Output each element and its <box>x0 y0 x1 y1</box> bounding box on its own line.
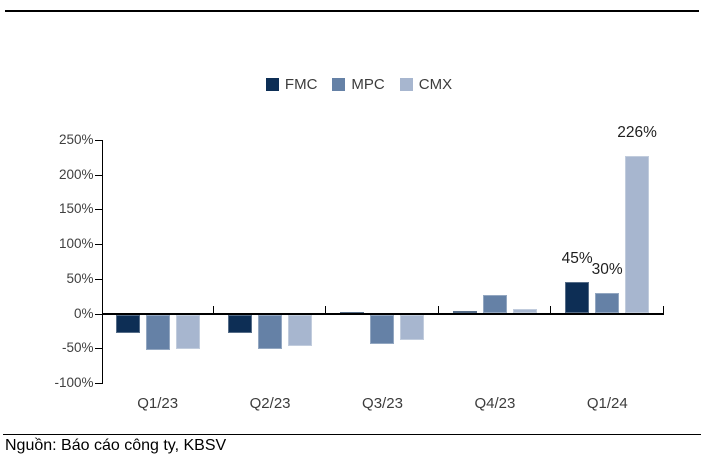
legend-swatch-icon <box>332 78 346 91</box>
x-tick-label: Q2/23 <box>249 395 291 412</box>
y-tick-label: 150% <box>58 201 94 217</box>
bar <box>145 314 170 350</box>
y-axis-tick <box>94 383 102 384</box>
legend-label: FMC <box>284 76 318 93</box>
legend-item-fmc: FMC <box>265 76 318 93</box>
bar <box>595 292 620 314</box>
x-tick-label: Q1/23 <box>137 395 179 412</box>
legend-label: MPC <box>351 76 385 93</box>
legend-item-cmx: CMX <box>399 76 453 93</box>
bar <box>175 314 200 349</box>
y-tick-label: 250% <box>58 131 94 147</box>
bar <box>287 314 312 347</box>
bar <box>452 311 477 314</box>
x-axis-tick <box>662 305 664 314</box>
y-axis-tick <box>94 209 102 211</box>
y-axis-tick <box>94 174 102 176</box>
y-axis-tick <box>94 244 102 245</box>
y-axis-line <box>101 139 103 384</box>
x-axis-line <box>101 312 664 315</box>
y-axis-tick <box>94 313 102 315</box>
x-tick-label: Q1/24 <box>586 395 628 412</box>
bar <box>625 156 650 314</box>
top-rule <box>5 10 699 12</box>
y-axis-tick <box>94 139 102 141</box>
legend-swatch-icon <box>399 78 413 91</box>
y-tick-label: 0% <box>73 305 94 321</box>
bar <box>482 295 507 314</box>
chart-legend: FMC MPC CMX <box>0 77 704 92</box>
y-tick-label: 200% <box>58 166 94 182</box>
bar <box>400 314 425 340</box>
bar <box>257 314 282 349</box>
bar-value-label: 226% <box>617 124 657 142</box>
y-tick-label: -50% <box>61 340 94 356</box>
legend-label: CMX <box>418 76 453 93</box>
bar <box>370 314 395 345</box>
y-axis-tick <box>94 278 102 280</box>
source-note: Nguồn: Báo cáo công ty, KBSV <box>5 437 227 454</box>
bar <box>227 314 252 334</box>
y-tick-label: -100% <box>54 375 94 390</box>
y-tick-label: 50% <box>66 270 94 286</box>
legend-item-mpc: MPC <box>332 76 385 93</box>
x-tick-label: Q3/23 <box>362 395 403 412</box>
bar <box>340 312 365 314</box>
bar <box>512 309 537 314</box>
x-tick-label: Q4/23 <box>474 395 516 412</box>
x-axis-tick <box>325 305 327 314</box>
bar-value-label: 30% <box>591 260 623 278</box>
bar <box>565 282 590 314</box>
y-axis-tick <box>94 348 102 350</box>
bar <box>115 314 140 334</box>
x-axis-tick <box>550 305 552 314</box>
bar-value-label: 45% <box>561 250 593 268</box>
x-axis-tick <box>437 305 439 314</box>
legend-swatch-icon <box>265 78 279 91</box>
bottom-rule <box>3 434 701 435</box>
y-tick-label: 100% <box>58 236 94 251</box>
x-axis-tick <box>212 305 214 314</box>
